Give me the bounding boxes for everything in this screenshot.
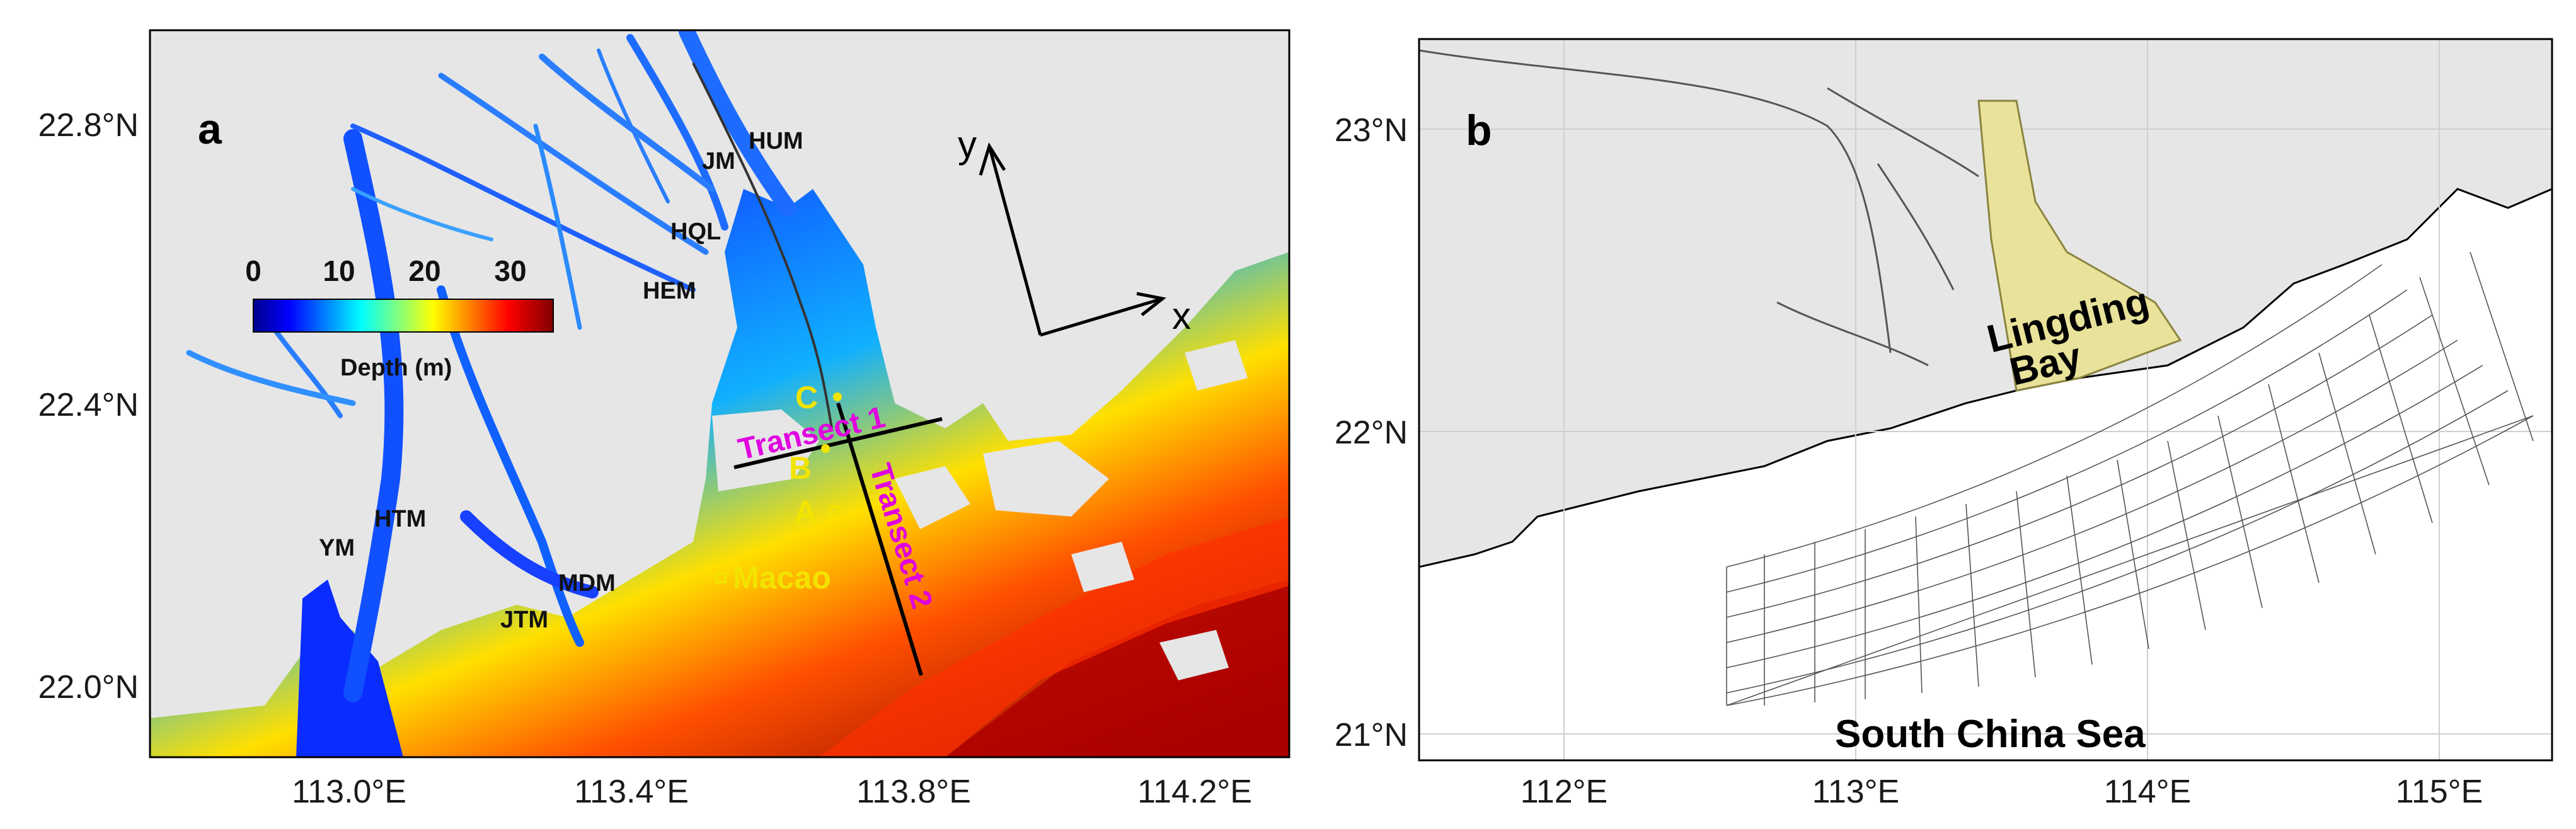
a-lat-tick-3: 22.0°N xyxy=(38,669,139,706)
panel-a-red-zone xyxy=(819,517,1289,757)
panel-b-frame xyxy=(1418,38,2553,762)
panel-a-frame xyxy=(149,29,1291,758)
transect-2-line xyxy=(836,403,923,676)
colorbar-tick-30: 30 xyxy=(494,254,526,287)
colorbar-tick-10: 10 xyxy=(323,254,355,287)
panel-b-rivers xyxy=(1419,49,1979,367)
panel-b-bay-grid xyxy=(1977,100,2182,392)
site-hem: HEM xyxy=(643,278,696,304)
panel-a-river-network xyxy=(186,30,796,702)
panel-a-map: a HUM JM HQL HEM HTM YM MDM JTM C B A Ma… xyxy=(38,29,1291,810)
a-lon-tick-4: 114.2°E xyxy=(1137,774,1252,810)
station-c-marker xyxy=(833,392,842,401)
panel-b-label: b xyxy=(1466,106,1492,154)
b-lat-tick-1: 23°N xyxy=(1335,112,1408,149)
site-hql: HQL xyxy=(670,219,721,245)
colorbar-tick-20: 20 xyxy=(408,254,440,287)
xy-axes-arrows xyxy=(979,142,1166,337)
station-a-marker xyxy=(829,505,840,517)
panel-b-model-grid xyxy=(1726,251,2534,706)
a-lon-tick-1: 113.0°E xyxy=(292,774,406,810)
panel-a-label: a xyxy=(198,105,222,153)
depth-colorbar: 0 10 20 30 Depth (m) xyxy=(245,254,554,381)
panel-a-islands xyxy=(712,340,1248,680)
station-c-label: C xyxy=(795,380,818,415)
site-mdm: MDM xyxy=(558,570,616,597)
axis-x-label: x xyxy=(1172,295,1191,337)
station-macao-label: Macao xyxy=(733,560,831,595)
site-hum: HUM xyxy=(749,128,803,154)
colorbar-tick-0: 0 xyxy=(245,254,262,287)
panel-a-channel-line xyxy=(692,62,833,429)
a-lat-tick-2: 22.4°N xyxy=(38,387,139,423)
b-lon-tick-2: 113°E xyxy=(1812,774,1899,810)
b-lat-tick-3: 21°N xyxy=(1335,717,1408,753)
panel-b-map: b Lingding Bay South China Sea 23°N 22°N… xyxy=(1335,38,2553,810)
a-lon-tick-2: 113.4°E xyxy=(574,774,689,810)
sea-label: South China Sea xyxy=(1835,712,2146,756)
a-lon-tick-3: 113.8°E xyxy=(856,774,971,810)
b-lon-tick-3: 114°E xyxy=(2104,774,2191,810)
site-ym: YM xyxy=(319,535,355,561)
b-lon-tick-1: 112°E xyxy=(1521,774,1607,810)
station-b-marker xyxy=(821,444,830,453)
b-lon-tick-4: 115°E xyxy=(2396,774,2483,810)
station-b-label: B xyxy=(789,450,812,486)
panel-a-deep-offshore xyxy=(945,580,1289,757)
site-jm: JM xyxy=(702,148,735,174)
b-lat-tick-2: 22°N xyxy=(1335,414,1408,451)
colorbar-title: Depth (m) xyxy=(340,355,452,381)
panel-b-land xyxy=(1419,39,2552,568)
site-jtm: JTM xyxy=(500,607,548,633)
station-macao-marker xyxy=(715,572,727,583)
site-htm: HTM xyxy=(374,506,426,532)
a-lat-tick-1: 22.8°N xyxy=(38,107,139,144)
transect-1-line xyxy=(733,417,943,469)
station-a-label: A xyxy=(794,495,817,530)
axis-y-label: y xyxy=(958,123,977,166)
